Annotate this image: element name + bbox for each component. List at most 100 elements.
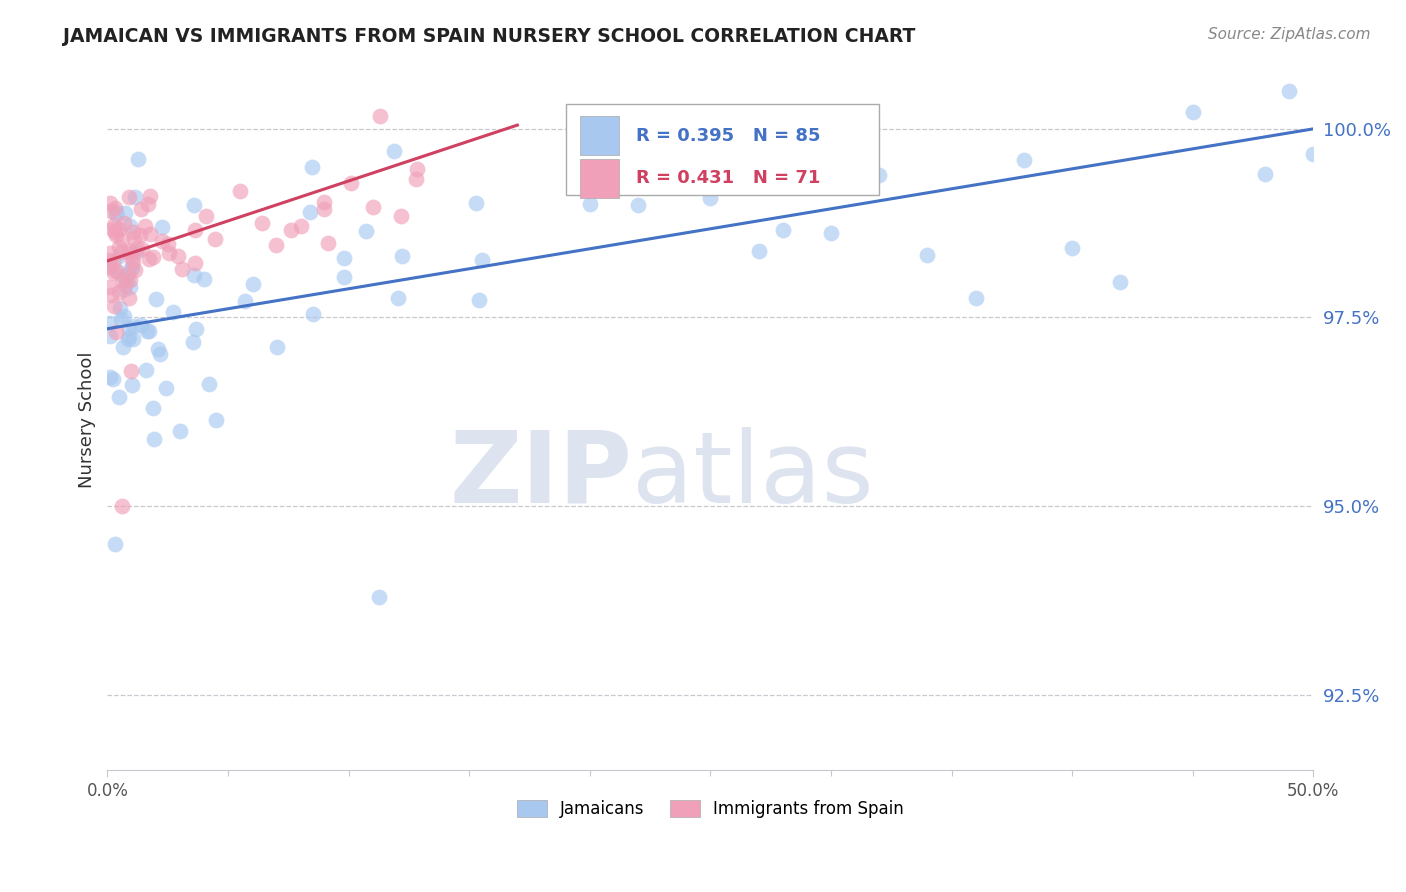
Point bbox=[134, 219, 156, 233]
Point bbox=[169, 424, 191, 438]
Point bbox=[368, 109, 391, 123]
Point bbox=[578, 197, 600, 211]
Point bbox=[264, 237, 287, 252]
Point bbox=[387, 292, 409, 306]
Point bbox=[155, 381, 177, 395]
Point bbox=[104, 227, 127, 242]
Point bbox=[229, 184, 252, 198]
Point bbox=[107, 390, 129, 404]
Point bbox=[112, 309, 135, 323]
FancyBboxPatch shape bbox=[565, 103, 879, 194]
Point bbox=[121, 332, 143, 346]
Point bbox=[242, 277, 264, 292]
Point bbox=[142, 401, 165, 415]
Point bbox=[108, 285, 131, 300]
Point bbox=[131, 242, 153, 256]
Point bbox=[197, 377, 219, 392]
Point bbox=[149, 347, 172, 361]
Point bbox=[112, 282, 135, 296]
Point bbox=[111, 233, 134, 247]
Point bbox=[1302, 146, 1324, 161]
Point bbox=[139, 227, 162, 241]
Point bbox=[110, 244, 132, 259]
Text: JAMAICAN VS IMMIGRANTS FROM SPAIN NURSERY SCHOOL CORRELATION CHART: JAMAICAN VS IMMIGRANTS FROM SPAIN NURSER… bbox=[63, 27, 915, 45]
Point bbox=[136, 324, 159, 338]
Point bbox=[1254, 167, 1277, 181]
Point bbox=[332, 251, 354, 265]
Point bbox=[115, 274, 138, 288]
Point bbox=[772, 223, 794, 237]
Point bbox=[266, 340, 288, 354]
Point bbox=[105, 207, 128, 221]
Point bbox=[127, 241, 149, 255]
Point bbox=[150, 234, 173, 248]
Point bbox=[136, 197, 159, 211]
Text: Source: ZipAtlas.com: Source: ZipAtlas.com bbox=[1208, 27, 1371, 42]
Point bbox=[110, 312, 132, 326]
Point bbox=[129, 202, 152, 217]
Point bbox=[100, 288, 122, 302]
Point bbox=[748, 244, 770, 259]
Bar bbox=[581, 159, 619, 198]
Point bbox=[181, 334, 204, 349]
Point bbox=[135, 362, 157, 376]
Point bbox=[146, 342, 169, 356]
Point bbox=[120, 260, 142, 275]
Point bbox=[112, 340, 135, 354]
Point bbox=[205, 413, 228, 427]
Point bbox=[111, 272, 134, 286]
Point bbox=[121, 251, 143, 265]
Point bbox=[406, 162, 429, 177]
Point bbox=[125, 244, 148, 259]
Point bbox=[465, 196, 488, 211]
Point bbox=[108, 222, 131, 236]
Point bbox=[104, 201, 127, 215]
Point bbox=[138, 189, 160, 203]
Point bbox=[108, 250, 131, 264]
Point bbox=[98, 370, 121, 384]
Point bbox=[98, 317, 121, 331]
Point bbox=[114, 278, 136, 293]
Point bbox=[965, 291, 987, 305]
Point bbox=[340, 176, 363, 190]
Point bbox=[118, 190, 141, 204]
Point bbox=[97, 260, 120, 275]
Point bbox=[1012, 153, 1035, 167]
Point bbox=[162, 304, 184, 318]
Point bbox=[204, 232, 226, 246]
Point bbox=[314, 195, 336, 210]
Point bbox=[110, 499, 132, 513]
Point bbox=[675, 149, 697, 163]
Point bbox=[361, 200, 384, 214]
Point bbox=[917, 248, 939, 262]
Point bbox=[195, 209, 218, 223]
Point bbox=[112, 270, 135, 285]
Point bbox=[98, 329, 121, 343]
Point bbox=[138, 252, 160, 266]
Point bbox=[367, 590, 389, 604]
Point bbox=[405, 171, 427, 186]
Point bbox=[121, 255, 143, 269]
Point bbox=[98, 196, 121, 211]
Point bbox=[108, 301, 131, 315]
Point bbox=[103, 266, 125, 280]
Point bbox=[118, 244, 141, 258]
Point bbox=[98, 246, 121, 260]
Point bbox=[101, 372, 124, 386]
Text: atlas: atlas bbox=[631, 427, 873, 524]
Point bbox=[382, 145, 405, 159]
Point bbox=[145, 292, 167, 306]
Point bbox=[118, 321, 141, 335]
Point bbox=[122, 225, 145, 239]
Point bbox=[301, 160, 323, 174]
Point bbox=[156, 237, 179, 252]
Point bbox=[107, 240, 129, 254]
Point bbox=[312, 202, 335, 217]
Point bbox=[97, 280, 120, 294]
Point bbox=[118, 291, 141, 305]
Point bbox=[280, 223, 302, 237]
Text: R = 0.395   N = 85: R = 0.395 N = 85 bbox=[636, 127, 820, 145]
Point bbox=[120, 246, 142, 260]
Point bbox=[120, 364, 142, 378]
Point bbox=[124, 263, 146, 277]
